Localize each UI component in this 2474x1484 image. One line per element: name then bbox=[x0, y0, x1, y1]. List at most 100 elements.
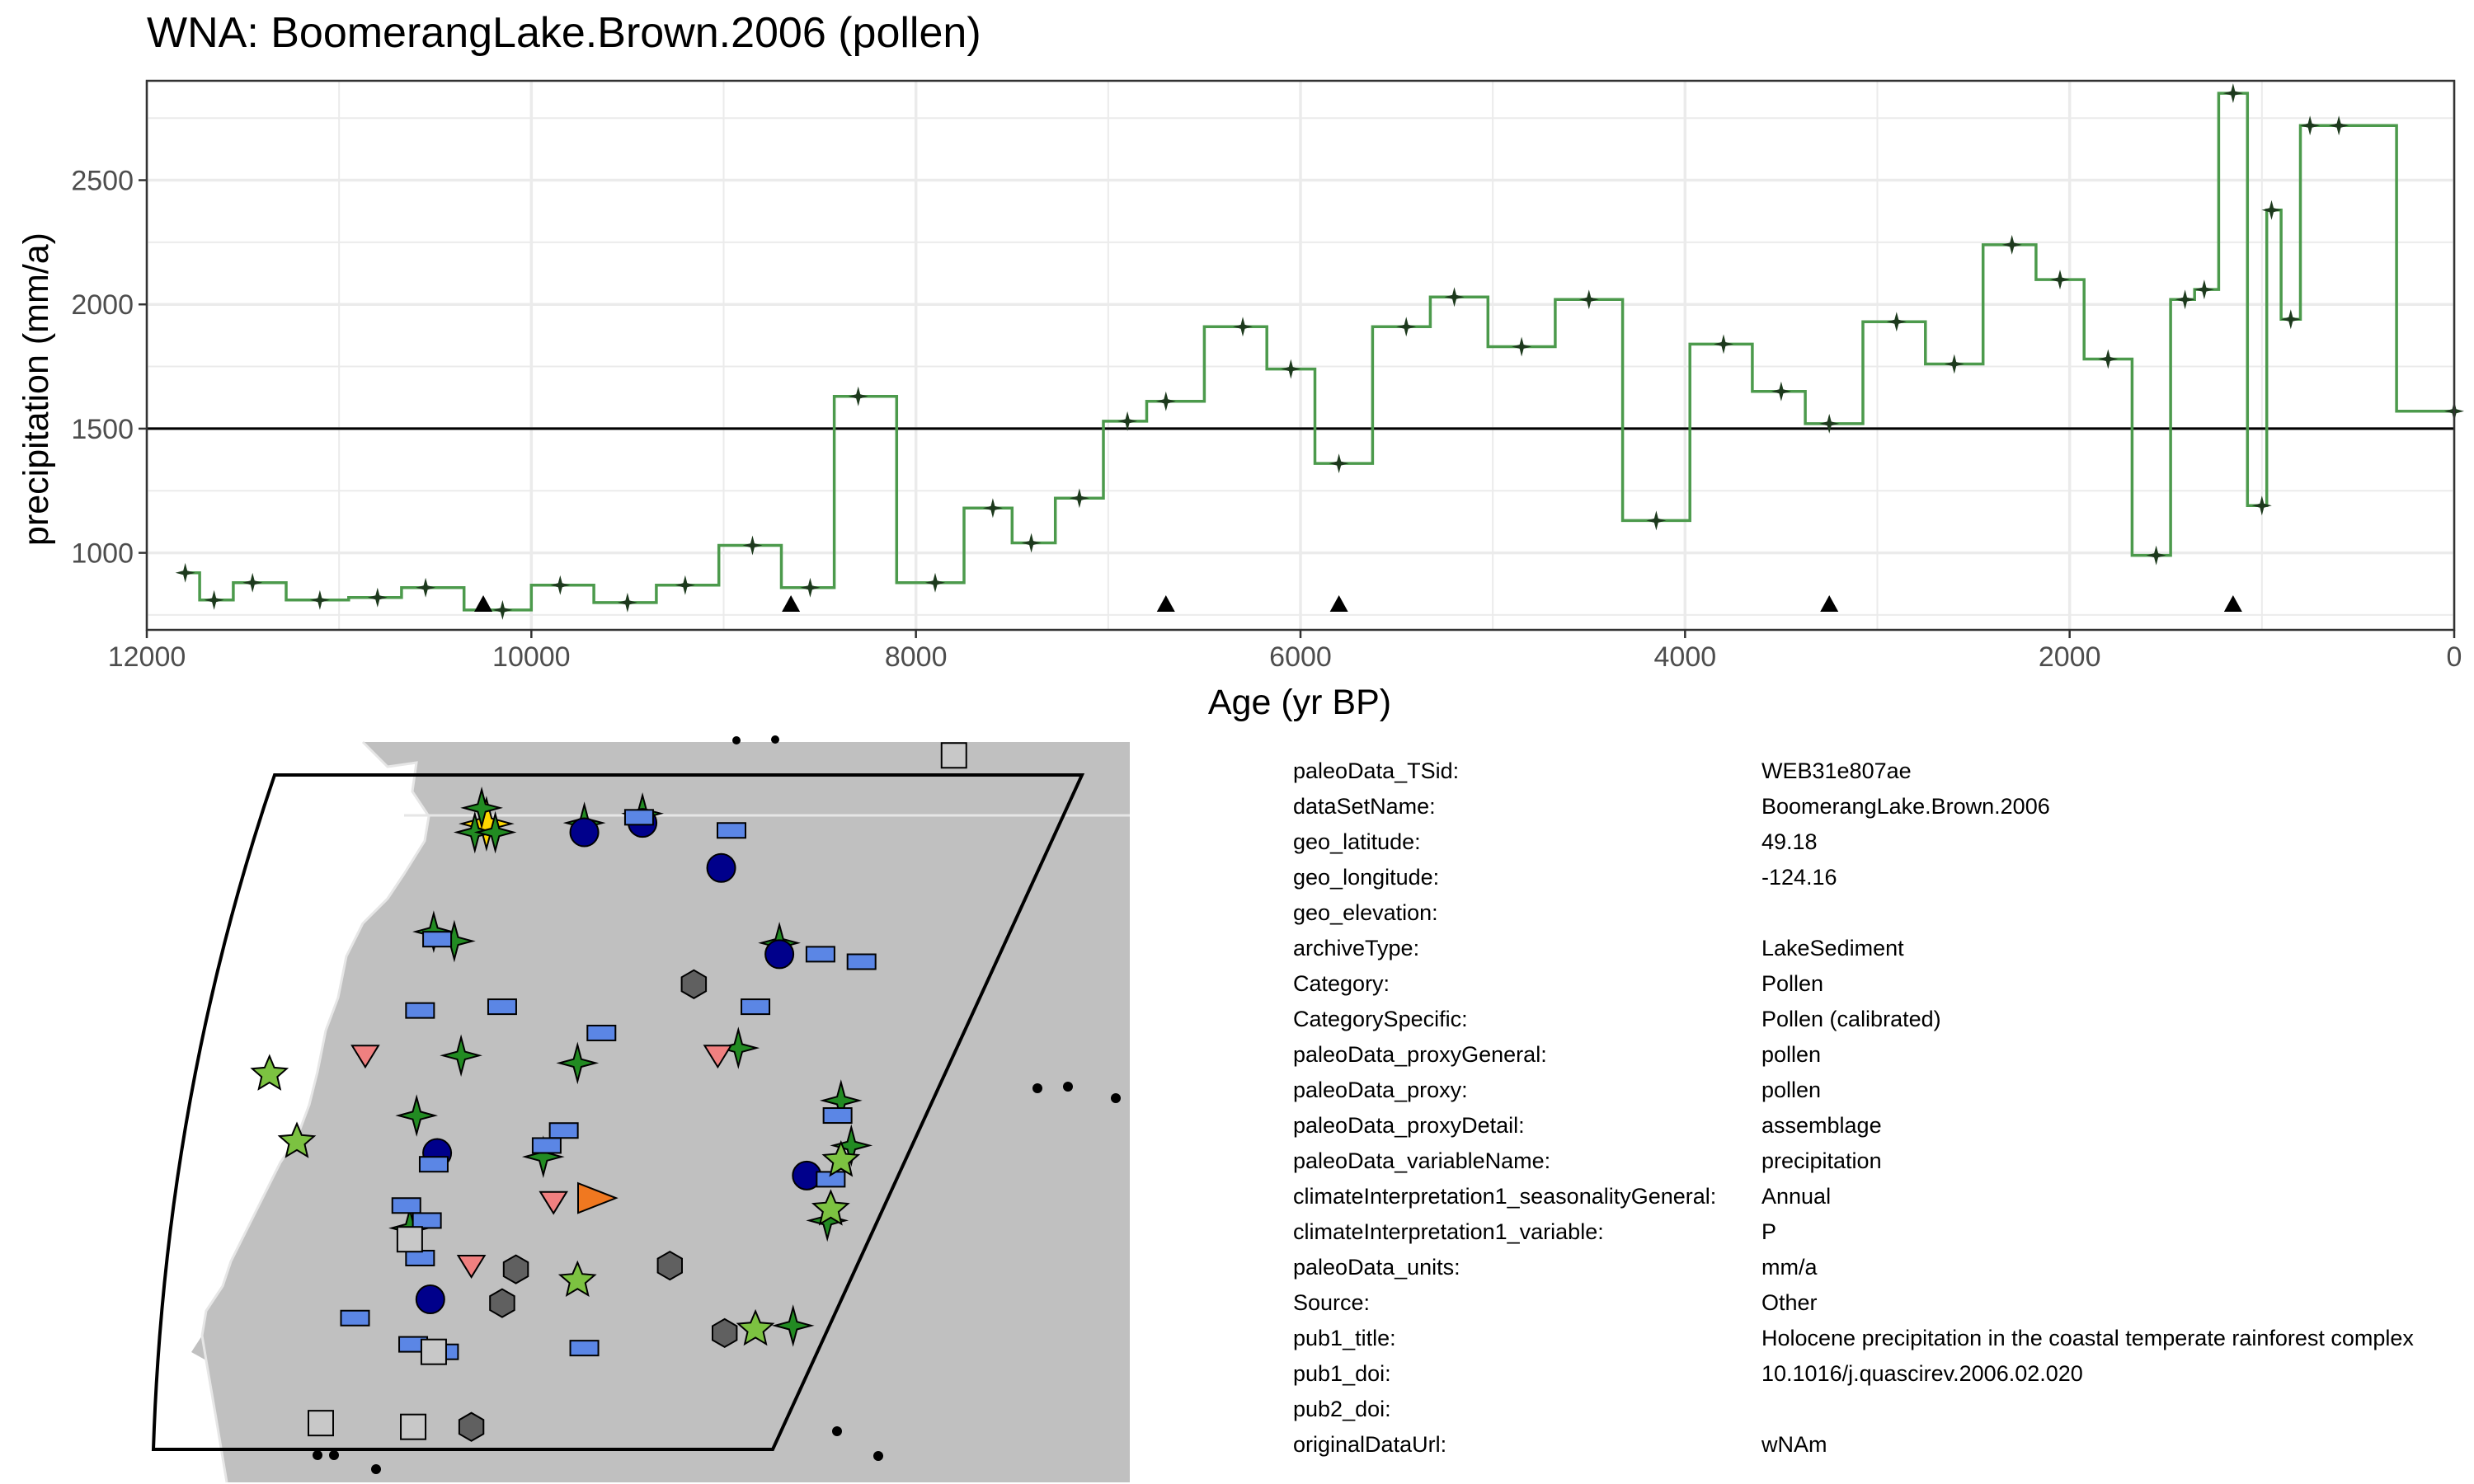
map-site-rect bbox=[429, 1343, 459, 1360]
map-site-star4 bbox=[460, 787, 503, 829]
map-site-hexagon bbox=[458, 1411, 485, 1442]
data-point bbox=[982, 498, 1003, 519]
data-point bbox=[1646, 510, 1667, 531]
map-site-square bbox=[400, 1413, 427, 1440]
metadata-value: Holocene precipitation in the coastal te… bbox=[1761, 1326, 2414, 1350]
y-tick-label: 2500 bbox=[71, 166, 134, 197]
map-site-rect bbox=[412, 1212, 442, 1229]
timeseries-chart: 12000 10000 8000 6000 4000 2000 0 1000 1500 2000… bbox=[16, 79, 2464, 722]
x-tick-label: 2000 bbox=[2039, 641, 2101, 673]
map-site-square bbox=[420, 1338, 447, 1365]
map-site-star4 bbox=[717, 1026, 760, 1069]
metadata-key: dataSetName: bbox=[1293, 794, 1436, 819]
map-site-rect bbox=[805, 946, 835, 963]
map-site-star4 bbox=[521, 1135, 565, 1178]
x-axis-ticks: 12000 10000 8000 6000 4000 2000 0 bbox=[108, 630, 2462, 673]
map-site-rect bbox=[405, 1002, 435, 1019]
metadata-key: paleoData_proxyDetail: bbox=[1293, 1113, 1525, 1138]
data-point bbox=[1944, 354, 1964, 374]
data-point bbox=[925, 572, 945, 593]
metadata-key: CategorySpecific: bbox=[1293, 1007, 1468, 1031]
y-tick-label: 2000 bbox=[71, 289, 134, 321]
y-axis-ticks: 1000 1500 2000 2500 bbox=[71, 166, 147, 570]
data-point bbox=[2222, 83, 2243, 104]
map-site-square bbox=[308, 1410, 334, 1437]
map-region-outline bbox=[151, 773, 1085, 1451]
map-site-rect bbox=[569, 1340, 600, 1357]
map-site-hexagon bbox=[656, 1250, 683, 1281]
map-site-rect bbox=[418, 1156, 449, 1173]
data-point bbox=[2146, 545, 2166, 566]
map-site-circle bbox=[706, 852, 736, 883]
map-site-rect bbox=[822, 1107, 853, 1125]
data-point bbox=[800, 577, 821, 598]
map-site-hexagon bbox=[680, 969, 708, 999]
map-site-star4 bbox=[830, 1124, 873, 1167]
map-site-triangle-down bbox=[456, 1255, 487, 1279]
map-edge-dots bbox=[313, 735, 1121, 1474]
map-site-star4 bbox=[806, 1199, 849, 1242]
x-tick-label: 12000 bbox=[108, 641, 186, 673]
data-point bbox=[175, 562, 195, 583]
map-site-star4 bbox=[771, 1304, 815, 1347]
metadata-value: 49.18 bbox=[1761, 829, 1818, 854]
metadata-value: -124.16 bbox=[1761, 865, 1837, 890]
metadata-value: LakeSediment bbox=[1761, 936, 1904, 960]
data-point bbox=[2001, 234, 2022, 255]
data-point bbox=[2194, 279, 2214, 300]
map-site-triangle-down bbox=[350, 1045, 380, 1069]
map-site-square bbox=[940, 742, 967, 769]
metadata-key: geo_elevation: bbox=[1293, 900, 1438, 925]
age-control-marker bbox=[782, 595, 801, 612]
metadata-value: Other bbox=[1761, 1290, 1818, 1315]
metadata-value: WEB31e807ae bbox=[1761, 758, 1912, 783]
data-point bbox=[1886, 312, 1907, 332]
age-control-marker bbox=[474, 595, 493, 612]
map-site-rect bbox=[422, 931, 453, 948]
metadata-key: originalDataUrl: bbox=[1293, 1432, 1447, 1457]
map-site-star4 bbox=[395, 1094, 439, 1137]
map-site-circle bbox=[569, 817, 600, 848]
data-point bbox=[550, 575, 571, 595]
map-panel bbox=[151, 740, 1130, 1483]
map-site-star4 bbox=[412, 910, 455, 953]
map-land bbox=[191, 742, 1130, 1482]
y-axis-label: precipitation (mm/a) bbox=[16, 232, 56, 546]
data-point bbox=[2280, 309, 2301, 330]
metadata-key: geo_longitude: bbox=[1293, 865, 1440, 890]
map-site-star4 bbox=[556, 1041, 600, 1085]
data-point bbox=[367, 587, 388, 608]
map-site-rect bbox=[586, 1024, 617, 1041]
metadata-key: paleoData_variableName: bbox=[1293, 1148, 1551, 1173]
data-point bbox=[1117, 411, 1138, 431]
map-site-star4 bbox=[758, 921, 801, 965]
age-markers bbox=[474, 595, 2242, 612]
map-site-star4 bbox=[459, 796, 515, 852]
x-tick-label: 6000 bbox=[1269, 641, 1332, 673]
data-point bbox=[1714, 334, 1733, 355]
map-site-circle bbox=[415, 1284, 445, 1314]
data-point bbox=[204, 589, 224, 610]
data-point bbox=[2098, 349, 2119, 369]
metadata-value: mm/a bbox=[1761, 1255, 1818, 1280]
data-point bbox=[1578, 289, 1599, 310]
metadata-key: geo_latitude: bbox=[1293, 829, 1421, 854]
map-site-square bbox=[396, 1226, 423, 1253]
metadata-value: Annual bbox=[1761, 1184, 1832, 1209]
metadata-value: BoomerangLake.Brown.2006 bbox=[1761, 794, 2050, 819]
map-site-hexagon bbox=[489, 1288, 515, 1318]
data-point bbox=[1819, 413, 1840, 434]
map-site-star5 bbox=[277, 1121, 317, 1158]
data-point bbox=[848, 386, 868, 406]
metadata-key: paleoData_TSid: bbox=[1293, 758, 1460, 783]
map-site-rect bbox=[846, 953, 877, 970]
map-sites bbox=[250, 742, 967, 1442]
y-tick-label: 1500 bbox=[71, 414, 134, 445]
map-site-rect bbox=[548, 1122, 579, 1139]
coast-outline bbox=[200, 740, 430, 1483]
metadata-value: Pollen bbox=[1761, 971, 1824, 996]
map-site-rect bbox=[405, 1249, 435, 1266]
chart-title: WNA: BoomerangLake.Brown.2006 (pollen) bbox=[147, 9, 981, 57]
data-point bbox=[2175, 289, 2195, 310]
metadata-key: pub2_doi: bbox=[1293, 1397, 1391, 1421]
